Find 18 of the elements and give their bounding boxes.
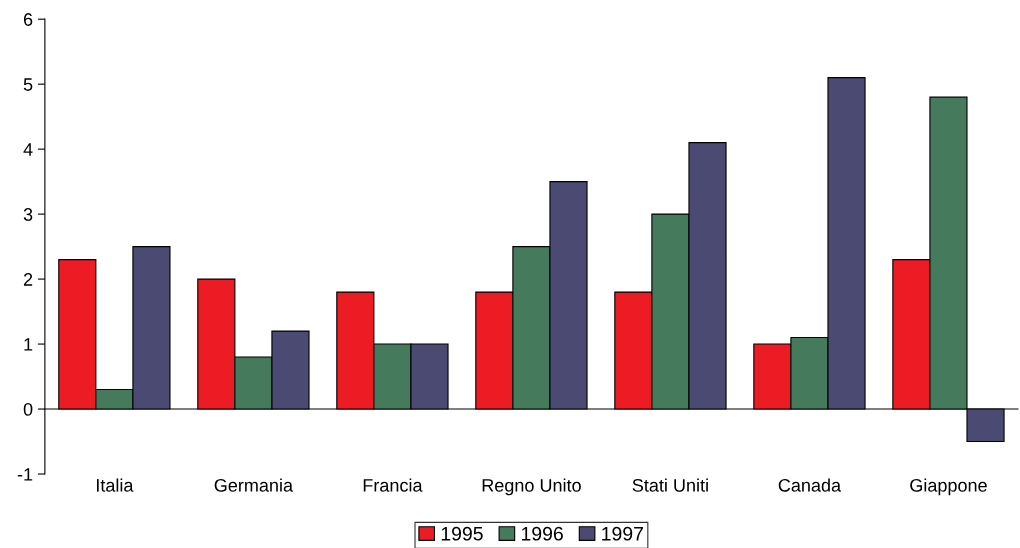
- y-tick-label: 0: [23, 402, 33, 416]
- x-tick-label: Francia: [363, 478, 423, 492]
- y-tick-label: 2: [23, 273, 33, 286]
- y-tick-label: 6: [23, 13, 33, 26]
- legend-label: 1997: [602, 526, 643, 541]
- y-tick-label: -1: [17, 468, 33, 481]
- x-tick-label: Canada: [778, 478, 842, 492]
- x-tick-label: Italia: [96, 478, 134, 492]
- legend-label: 1995: [441, 526, 483, 541]
- y-tick-label: 4: [23, 143, 33, 156]
- y-tick-label: 1: [24, 338, 33, 351]
- x-tick-label: Germania: [214, 478, 294, 492]
- x-tick-label: Giappone: [910, 478, 987, 496]
- y-tick-label: 3: [23, 208, 33, 221]
- x-tick-label: Regno Unito: [482, 478, 581, 496]
- y-tick-label: 5: [23, 78, 33, 91]
- x-tick-label: Stati Uniti: [632, 478, 708, 492]
- legend-label: 1996: [521, 526, 563, 541]
